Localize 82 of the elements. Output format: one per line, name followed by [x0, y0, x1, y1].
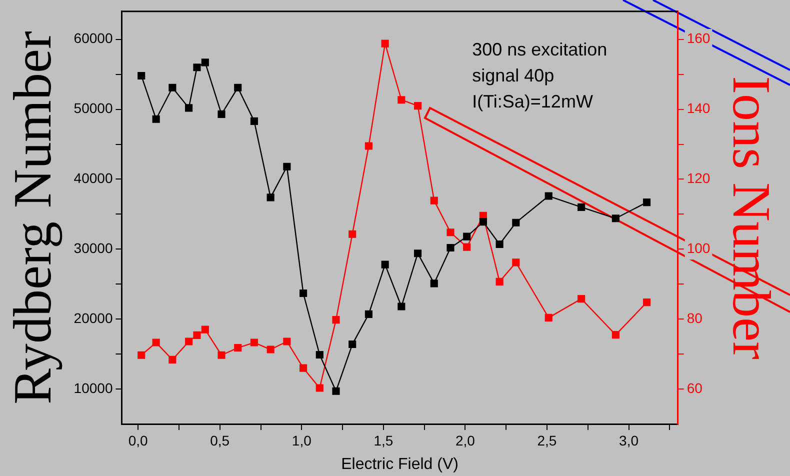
point: [283, 162, 291, 170]
point: [168, 356, 176, 364]
point: [496, 240, 504, 248]
point: [152, 338, 160, 346]
y-tick-label: 30000: [74, 240, 113, 256]
point: [430, 280, 438, 288]
point: [316, 350, 324, 359]
y2-tick-label: 80: [686, 310, 703, 326]
point: [398, 302, 406, 310]
point: [578, 295, 586, 303]
point: [300, 289, 308, 298]
point: [463, 232, 471, 240]
x-tick-label: 1,5: [374, 432, 394, 448]
point: [201, 326, 209, 334]
point: [348, 230, 356, 238]
point: [185, 104, 193, 112]
x-axis-title: Electric Field (V): [341, 456, 458, 473]
point: [414, 102, 422, 110]
point: [316, 384, 324, 392]
annotation: signal 40p: [472, 65, 554, 86]
annotation: 300 ns excitation: [472, 39, 608, 60]
point: [266, 346, 274, 354]
point: [479, 218, 487, 226]
point: [512, 258, 520, 266]
point: [201, 58, 209, 66]
point: [193, 64, 201, 72]
y-tick-label: 10000: [74, 380, 113, 396]
point: [512, 218, 520, 226]
y-tick-label: 40000: [74, 170, 113, 186]
point: [446, 228, 454, 236]
x-tick-label: 3,0: [619, 432, 639, 448]
y-axis-title: Rydberg Number: [2, 31, 63, 404]
point: [463, 243, 471, 251]
point: [218, 351, 226, 359]
point: [642, 298, 651, 306]
point: [300, 364, 308, 372]
point: [250, 338, 258, 346]
point: [138, 351, 146, 359]
point: [446, 244, 454, 252]
point: [332, 316, 340, 324]
point: [381, 40, 389, 48]
point: [398, 96, 406, 104]
point: [642, 198, 651, 206]
y2-tick-label: 140: [686, 100, 710, 116]
point: [496, 278, 504, 286]
y2-tick-label: 100: [686, 240, 710, 256]
point: [185, 338, 193, 346]
point: [193, 331, 201, 339]
y2-tick-label: 60: [686, 380, 703, 396]
point: [168, 84, 176, 92]
point: [218, 110, 226, 118]
point: [612, 214, 620, 222]
y2-axis-title: Ions Number: [721, 76, 782, 360]
x-tick-label: 0,0: [128, 432, 148, 448]
point: [612, 331, 620, 339]
x-tick-label: 1,0: [292, 432, 312, 448]
point: [578, 203, 586, 211]
x-tick-label: 0,5: [210, 432, 230, 448]
x-tick-label: 2,5: [537, 432, 557, 448]
point: [234, 84, 242, 92]
point: [283, 338, 291, 346]
point: [250, 117, 258, 125]
point: [430, 196, 438, 204]
point: [414, 250, 422, 258]
y2-tick-label: 120: [686, 170, 710, 186]
point: [152, 115, 160, 123]
point: [266, 194, 274, 202]
point: [364, 142, 372, 150]
x-tick-label: 2,0: [455, 432, 476, 448]
point: [544, 192, 552, 200]
y-tick-label: 60000: [74, 30, 113, 46]
point: [348, 340, 356, 348]
point: [364, 310, 372, 318]
point: [138, 72, 146, 80]
annotation: I(Ti:Sa)=12mW: [472, 91, 593, 112]
point: [234, 344, 242, 352]
y-tick-label: 20000: [74, 310, 113, 326]
point: [544, 314, 552, 322]
point: [381, 260, 389, 268]
y2-tick-label: 160: [686, 30, 710, 46]
point: [332, 387, 340, 395]
y-tick-label: 50000: [74, 100, 113, 116]
